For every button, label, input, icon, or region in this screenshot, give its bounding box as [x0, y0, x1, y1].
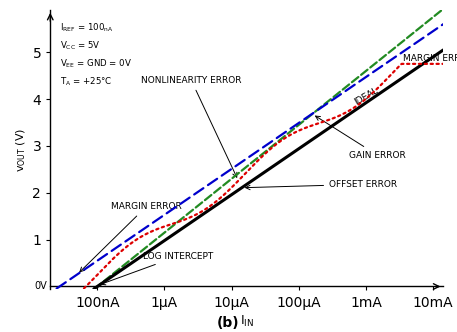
Text: 0V: 0V — [34, 282, 47, 291]
Text: NONLINEARITY ERROR: NONLINEARITY ERROR — [141, 76, 242, 177]
Text: IDEAL: IDEAL — [353, 85, 380, 106]
Text: GAIN ERROR: GAIN ERROR — [315, 116, 406, 160]
X-axis label: $I_{IN}$: $I_{IN}$ — [240, 314, 254, 329]
Text: MARGIN ERROR: MARGIN ERROR — [80, 202, 181, 272]
Text: MARGIN ERROR: MARGIN ERROR — [403, 54, 457, 63]
Text: LOG INTERCEPT: LOG INTERCEPT — [101, 252, 213, 285]
Text: $I_{REF}$ = 100$_{nA}$
$V_{CC}$ = 5V
$V_{EE}$ = GND = 0V
$T_A$ = +25°C: $I_{REF}$ = 100$_{nA}$ $V_{CC}$ = 5V $V_… — [60, 22, 133, 88]
Y-axis label: $v_{OUT}$ (V): $v_{OUT}$ (V) — [15, 127, 28, 172]
Text: OFFSET ERROR: OFFSET ERROR — [245, 180, 397, 190]
Text: (b): (b) — [217, 316, 240, 330]
